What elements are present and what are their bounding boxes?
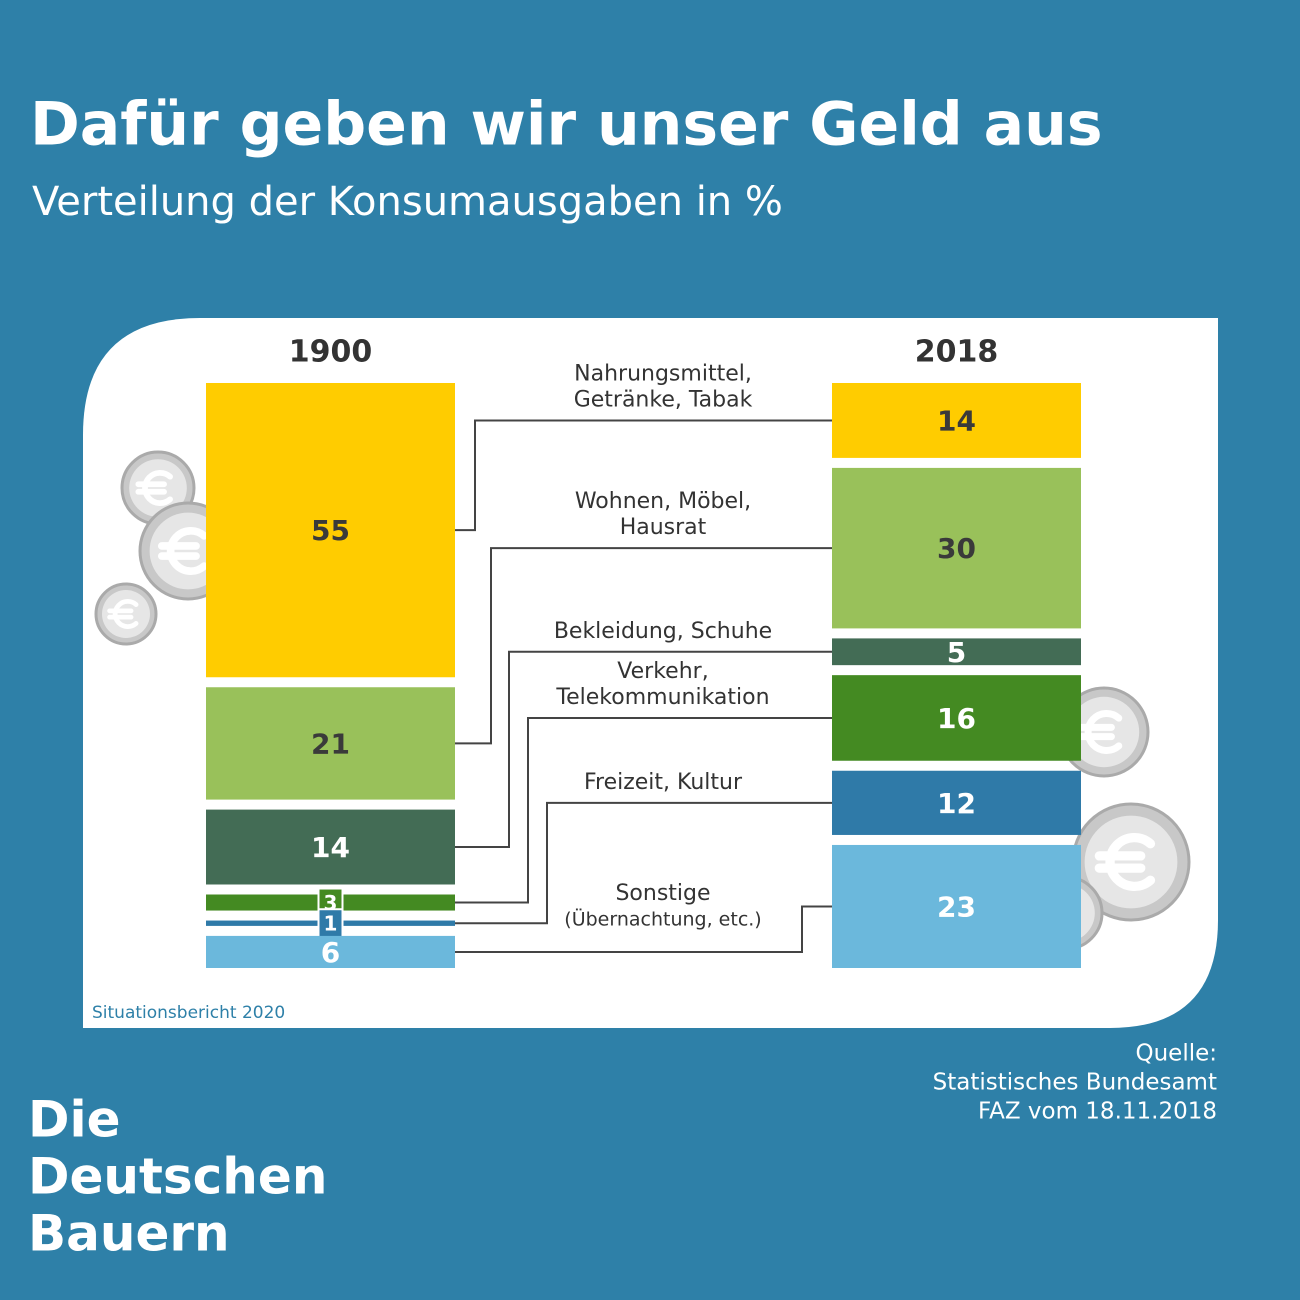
- brand-line: Die: [28, 1091, 121, 1149]
- category-label: Verkehr,: [617, 659, 708, 684]
- category-label: Wohnen, Möbel,: [575, 489, 751, 514]
- column-label: 1900: [289, 335, 373, 370]
- category-label: Telekommunikation: [555, 685, 769, 710]
- source-line: Quelle:: [1135, 1041, 1217, 1067]
- note: Situationsbericht 2020: [92, 1003, 285, 1023]
- euro-sign: [1076, 710, 1123, 754]
- source-line: FAZ vom 18.11.2018: [978, 1099, 1217, 1125]
- footer: Quelle: Statistisches Bundesamt FAZ vom 18…: [28, 1041, 1217, 1263]
- bar-segment: [832, 638, 1081, 666]
- bar-segment: [206, 687, 455, 800]
- bar-segment: [206, 383, 455, 678]
- brand-line: Bauern: [28, 1205, 230, 1263]
- connector: [455, 419, 832, 532]
- category-label: Bekleidung, Schuhe: [554, 619, 772, 644]
- category-label: Hausrat: [620, 515, 707, 540]
- euro-sign: [1094, 833, 1156, 891]
- category-label: (Übernachtung, etc.): [564, 907, 761, 930]
- connector: [455, 547, 832, 745]
- bar-segment: [832, 675, 1081, 761]
- euro-sign: [135, 470, 173, 506]
- bar-segment: [832, 844, 1081, 968]
- column-label: 2018: [915, 335, 999, 370]
- value-label: 14: [311, 831, 350, 864]
- title: Dafür geben wir unser Geld aus: [30, 90, 1103, 160]
- bar-segment: [206, 809, 455, 885]
- value-label: 1: [324, 912, 338, 936]
- category-label: Nahrungsmittel,: [574, 361, 752, 386]
- value-label: 6: [321, 936, 340, 969]
- coin-face: [1068, 696, 1140, 768]
- brand-line: Deutschen: [28, 1148, 327, 1206]
- category-label: Sonstige: [615, 881, 710, 906]
- value-label: 16: [937, 702, 976, 735]
- euro-sign: [157, 527, 208, 575]
- value-label: 30: [937, 532, 976, 565]
- bar-segment: [832, 383, 1081, 458]
- bar-segment: [832, 467, 1081, 629]
- value-label: 55: [311, 514, 350, 547]
- category-label: Freizeit, Kultur: [584, 770, 743, 795]
- value-label: 14: [937, 404, 976, 437]
- euro-sign: [107, 599, 139, 629]
- connector: [455, 801, 832, 925]
- value-label: 21: [311, 727, 350, 760]
- bar-segment: [206, 935, 455, 968]
- value-label: 12: [937, 787, 976, 820]
- chart: 1900552114316201814305161223Nahrungsmitt…: [206, 335, 1081, 969]
- source-line: Statistisches Bundesamt: [933, 1070, 1217, 1096]
- coin-face: [129, 459, 187, 517]
- coin-face: [1084, 815, 1178, 909]
- bar-segment: [832, 770, 1081, 835]
- connector: [455, 905, 832, 953]
- category-label: Getränke, Tabak: [574, 387, 753, 412]
- value-label: 5: [947, 636, 966, 669]
- connector: [455, 650, 832, 849]
- subtitle: Verteilung der Konsumausgaben in %: [32, 179, 783, 225]
- coin-face: [102, 590, 150, 638]
- connector: [455, 716, 832, 904]
- value-label: 23: [937, 890, 976, 923]
